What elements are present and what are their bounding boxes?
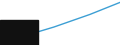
Bar <box>0 20 38 45</box>
